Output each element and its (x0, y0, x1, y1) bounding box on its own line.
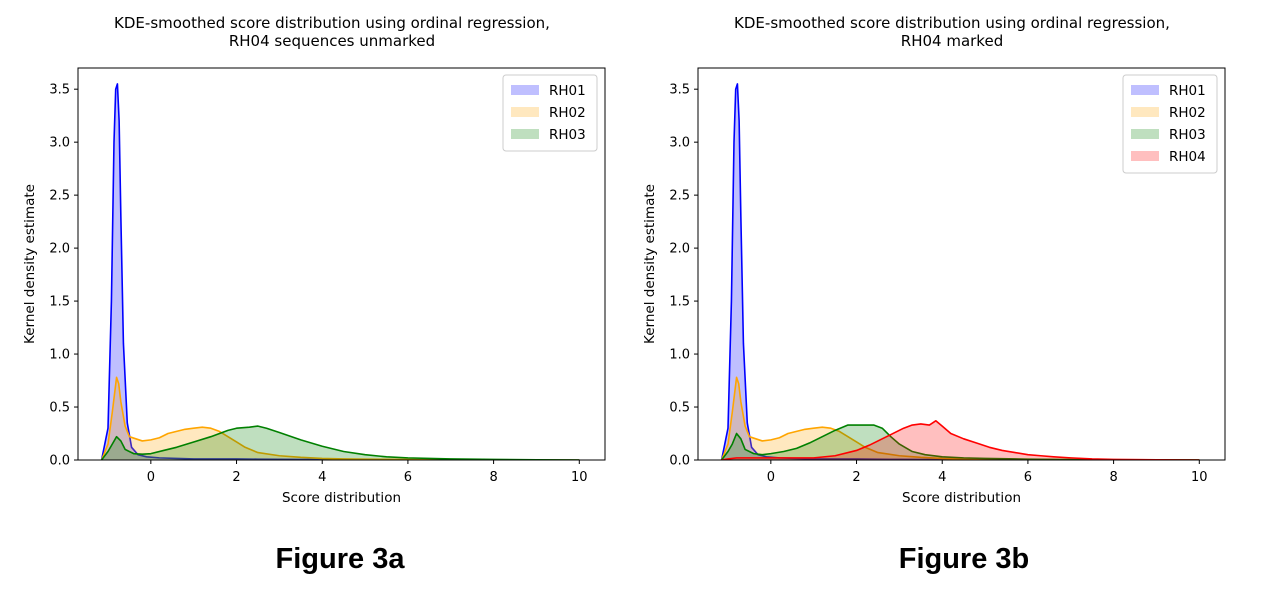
y-tick-label: 2.0 (49, 242, 70, 257)
legend-swatch-rh02 (511, 107, 539, 117)
x-tick-label: 10 (1191, 470, 1208, 485)
figure-caption: Figure 3b (899, 543, 1030, 575)
y-tick-label: 2.0 (669, 242, 690, 257)
legend-label-rh03: RH03 (1169, 127, 1206, 143)
y-tick-label: 1.0 (49, 348, 70, 363)
series-line-rh02 (100, 376, 580, 460)
legend-label-rh01: RH01 (549, 83, 586, 99)
legend-swatch-rh03 (511, 129, 539, 139)
axes-frame (697, 67, 1226, 461)
chart-3a: KDE-smoothed score distribution using or… (22, 14, 606, 575)
y-axis-label: Kernel density estimate (642, 184, 658, 344)
series-area-rh02 (721, 377, 1200, 460)
x-tick-label: 6 (404, 470, 412, 485)
legend-label-rh03: RH03 (549, 127, 586, 143)
series-line-rh03 (100, 425, 580, 460)
legend-box (1122, 74, 1218, 174)
chart-title-line: KDE-smoothed score distribution using or… (114, 14, 550, 32)
figure-caption: Figure 3a (276, 543, 406, 575)
x-axis-label: Score distribution (282, 490, 401, 506)
y-tick-label: 0.5 (49, 401, 70, 416)
x-tick-label: 0 (147, 470, 155, 485)
y-tick-label: 2.5 (669, 189, 690, 204)
legend: RH01 RH02 RH03 RH04 (1122, 74, 1218, 174)
axes-frame (77, 67, 606, 461)
x-tick-label: 4 (318, 470, 326, 485)
x-tick-label: 6 (1024, 470, 1032, 485)
legend-swatch-rh01 (1131, 85, 1159, 95)
legend-label-rh02: RH02 (1169, 105, 1206, 121)
legend-label-rh02: RH02 (549, 105, 586, 121)
x-tick-label: 10 (571, 470, 588, 485)
legend-box (502, 74, 598, 152)
legend-swatch-rh02 (1131, 107, 1159, 117)
chart-3b: KDE-smoothed score distribution using or… (642, 14, 1226, 575)
series-area-rh02 (101, 377, 580, 460)
x-tick-label: 2 (232, 470, 240, 485)
x-tick-label: 0 (767, 470, 775, 485)
y-tick-label: 1.5 (49, 295, 70, 310)
legend-swatch-rh01 (511, 85, 539, 95)
x-tick-label: 8 (489, 470, 497, 485)
y-tick-label: 1.5 (669, 295, 690, 310)
y-tick-label: 3.0 (49, 136, 70, 151)
series-line-rh02 (720, 376, 1200, 460)
chart-title-line: RH04 sequences unmarked (229, 32, 435, 50)
y-tick-label: 0.0 (49, 454, 70, 469)
legend-swatch-rh03 (1131, 129, 1159, 139)
chart-title-line: RH04 marked (901, 32, 1003, 50)
legend: RH01 RH02 RH03 (502, 74, 598, 152)
legend-label-rh04: RH04 (1169, 149, 1206, 165)
series-area-rh03 (721, 425, 1200, 460)
x-axis-label: Score distribution (902, 490, 1021, 506)
y-tick-label: 0.5 (669, 401, 690, 416)
y-tick-label: 3.5 (49, 83, 70, 98)
series-line-rh03 (720, 424, 1200, 460)
legend-swatch-rh04 (1131, 151, 1159, 161)
y-tick-label: 3.0 (669, 136, 690, 151)
y-tick-label: 0.0 (669, 454, 690, 469)
x-tick-label: 4 (938, 470, 946, 485)
legend-label-rh01: RH01 (1169, 83, 1206, 99)
y-tick-label: 2.5 (49, 189, 70, 204)
y-tick-label: 1.0 (669, 348, 690, 363)
x-tick-label: 8 (1109, 470, 1117, 485)
series-area-rh04 (721, 420, 1200, 460)
chart-title-line: KDE-smoothed score distribution using or… (734, 14, 1170, 32)
series-area-rh03 (101, 426, 580, 460)
x-tick-label: 2 (852, 470, 860, 485)
y-axis-label: Kernel density estimate (22, 184, 38, 344)
series-line-rh04 (721, 420, 1200, 460)
y-tick-label: 3.5 (669, 83, 690, 98)
